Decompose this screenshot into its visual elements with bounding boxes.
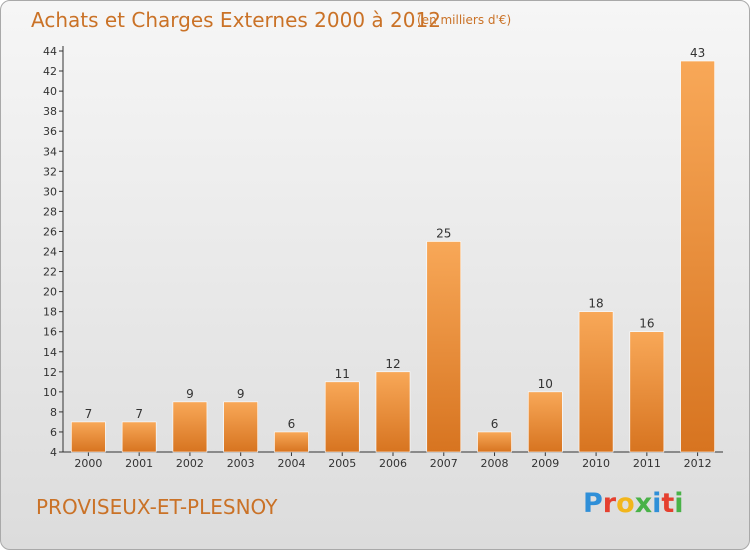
data-label: 12 bbox=[385, 357, 400, 371]
y-tick-label: 4 bbox=[50, 446, 57, 459]
brand-logo: Proxiti bbox=[583, 488, 684, 519]
x-tick-label: 2001 bbox=[125, 457, 153, 470]
x-tick-label: 2002 bbox=[176, 457, 204, 470]
x-tick-label: 2004 bbox=[277, 457, 305, 470]
data-label: 25 bbox=[436, 226, 451, 240]
x-tick-label: 2005 bbox=[328, 457, 356, 470]
bar bbox=[680, 60, 715, 453]
chart-title: Achats et Charges Externes 2000 à 2012 bbox=[31, 8, 441, 32]
bar bbox=[528, 391, 563, 453]
bar bbox=[629, 331, 665, 453]
bar bbox=[477, 431, 512, 453]
y-tick-label: 34 bbox=[43, 145, 57, 158]
y-tick-label: 22 bbox=[43, 266, 57, 279]
bar bbox=[375, 371, 411, 453]
y-tick-label: 38 bbox=[43, 105, 57, 118]
labels: 2000 7 2001 7 2002 9 2003 9 2004 6 2005 11 2006 12 200… bbox=[74, 46, 711, 470]
data-label: 9 bbox=[237, 387, 245, 401]
commune-name: PROVISEUX-ET-PLESNOY bbox=[36, 495, 278, 519]
y-tick-label: 32 bbox=[43, 165, 57, 178]
y-tick-label: 14 bbox=[43, 346, 57, 359]
x-tick-label: 2011 bbox=[633, 457, 661, 470]
y-tick-label: 24 bbox=[43, 246, 57, 259]
bar bbox=[121, 421, 157, 453]
y-tick-label: 36 bbox=[43, 125, 57, 138]
data-label: 6 bbox=[491, 417, 499, 431]
data-label: 7 bbox=[85, 407, 93, 421]
y-tick-label: 20 bbox=[43, 286, 57, 299]
y-tick-label: 10 bbox=[43, 386, 57, 399]
data-label: 6 bbox=[288, 417, 296, 431]
data-label: 16 bbox=[639, 317, 654, 331]
y-tick-label: 6 bbox=[50, 426, 57, 439]
bar bbox=[426, 241, 462, 453]
chart-subtitle: (en milliers d'€) bbox=[417, 13, 512, 27]
x-tick-label: 2008 bbox=[481, 457, 509, 470]
x-tick-label: 2003 bbox=[227, 457, 255, 470]
data-label: 7 bbox=[135, 407, 143, 421]
y-tick-label: 30 bbox=[43, 185, 57, 198]
bar bbox=[71, 421, 106, 453]
y-tick-label: 16 bbox=[43, 326, 57, 339]
x-tick-label: 2007 bbox=[430, 457, 458, 470]
y-tick-label: 26 bbox=[43, 225, 57, 238]
data-label: 18 bbox=[588, 297, 603, 311]
y-tick-label: 44 bbox=[43, 45, 57, 58]
y-tick-label: 18 bbox=[43, 306, 57, 319]
bar bbox=[172, 401, 208, 453]
bar bbox=[274, 431, 309, 453]
data-label: 10 bbox=[538, 377, 553, 391]
y-tick-label: 40 bbox=[43, 85, 57, 98]
x-tick-label: 2006 bbox=[379, 457, 407, 470]
axes: 4 6 8 10 12 14 16 18 20 22 24 26 28 30 32 34 36 38 40 42 44 bbox=[43, 45, 723, 459]
bar bbox=[223, 401, 258, 453]
y-tick-label: 28 bbox=[43, 205, 57, 218]
bars bbox=[71, 60, 715, 453]
y-tick-label: 42 bbox=[43, 65, 57, 78]
data-label: 43 bbox=[690, 46, 705, 60]
data-label: 11 bbox=[335, 367, 350, 381]
y-tick-label: 12 bbox=[43, 366, 57, 379]
bar bbox=[324, 381, 360, 453]
x-tick-label: 2000 bbox=[74, 457, 102, 470]
data-label: 9 bbox=[186, 387, 194, 401]
x-tick-label: 2010 bbox=[582, 457, 610, 470]
x-tick-label: 2012 bbox=[684, 457, 712, 470]
y-tick-label: 8 bbox=[50, 406, 57, 419]
bar bbox=[578, 311, 614, 453]
x-tick-label: 2009 bbox=[531, 457, 559, 470]
